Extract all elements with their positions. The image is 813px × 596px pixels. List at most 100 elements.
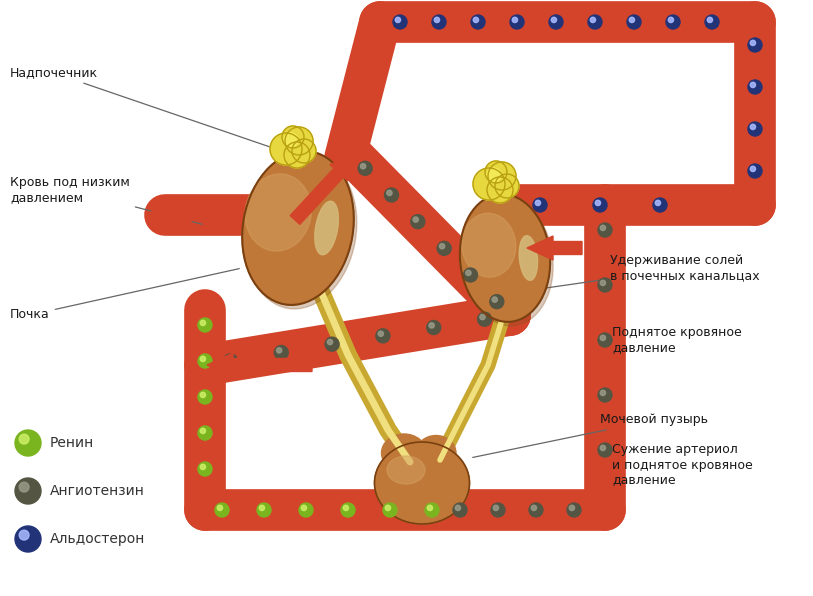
Circle shape [598,388,612,402]
Circle shape [600,445,606,451]
Circle shape [198,426,212,440]
Circle shape [453,503,467,517]
Circle shape [600,280,606,285]
Circle shape [531,505,537,511]
Circle shape [259,505,264,511]
Polygon shape [527,236,582,260]
Circle shape [510,15,524,29]
Circle shape [413,217,419,222]
Circle shape [491,503,505,517]
Circle shape [705,15,719,29]
Text: Ренин: Ренин [50,436,94,450]
Ellipse shape [520,235,537,280]
Circle shape [666,15,680,29]
Circle shape [567,503,581,517]
Circle shape [274,346,289,359]
Circle shape [600,225,606,231]
Ellipse shape [246,155,357,309]
Circle shape [15,430,41,456]
Circle shape [533,198,547,212]
Circle shape [270,133,302,165]
Circle shape [427,321,441,334]
Circle shape [198,390,212,404]
Text: Сужение артериол
и поднятое кровяное
давление: Сужение артериол и поднятое кровяное дав… [612,443,753,486]
Circle shape [425,503,439,517]
Circle shape [455,505,460,511]
Circle shape [598,223,612,237]
Circle shape [590,17,596,23]
Circle shape [343,505,349,511]
Polygon shape [152,203,204,227]
Ellipse shape [416,436,456,470]
Circle shape [378,331,384,336]
Circle shape [595,200,601,206]
Polygon shape [290,155,355,225]
Circle shape [551,17,557,23]
Circle shape [748,38,762,52]
Circle shape [385,188,398,202]
Ellipse shape [387,456,425,484]
Circle shape [198,462,212,476]
Ellipse shape [245,174,311,251]
Circle shape [490,294,504,309]
Circle shape [627,15,641,29]
Circle shape [434,17,440,23]
Circle shape [748,164,762,178]
Circle shape [477,312,492,326]
Circle shape [15,478,41,504]
Ellipse shape [462,213,515,277]
Circle shape [200,392,206,398]
Circle shape [529,503,543,517]
Circle shape [200,429,206,433]
Text: Надпочечник: Надпочечник [10,67,271,147]
Circle shape [750,82,755,88]
Circle shape [200,356,206,362]
Circle shape [302,505,307,511]
Circle shape [488,162,516,190]
Circle shape [328,339,333,344]
Circle shape [487,168,501,182]
Circle shape [299,503,313,517]
Text: Кровь под низким
давлением: Кровь под низким давлением [10,176,202,224]
Text: Альдостерон: Альдостерон [50,532,146,546]
Ellipse shape [375,442,469,524]
Circle shape [376,329,390,343]
Circle shape [395,17,401,23]
Circle shape [480,315,485,319]
Circle shape [466,270,471,275]
Circle shape [284,133,298,147]
Circle shape [748,122,762,136]
Circle shape [668,17,673,23]
Circle shape [20,482,29,492]
Circle shape [292,139,316,163]
Ellipse shape [463,198,553,326]
Circle shape [512,17,518,23]
Circle shape [471,15,485,29]
Circle shape [411,215,425,229]
Circle shape [325,337,339,351]
Ellipse shape [460,194,550,322]
Circle shape [569,505,575,511]
Circle shape [707,17,712,23]
Circle shape [15,526,41,552]
Circle shape [359,162,372,175]
Circle shape [198,318,212,332]
Circle shape [393,15,407,29]
Circle shape [487,177,513,203]
Text: Поднятое кровяное
давление: Поднятое кровяное давление [612,326,741,354]
Circle shape [593,198,607,212]
Circle shape [629,17,635,23]
Circle shape [750,124,755,129]
Circle shape [600,390,606,396]
Circle shape [750,166,755,172]
Circle shape [600,335,606,340]
Ellipse shape [242,151,354,305]
Circle shape [276,347,282,353]
Text: Ангиотензин: Ангиотензин [50,484,145,498]
Circle shape [473,17,479,23]
Circle shape [492,297,498,302]
Circle shape [383,503,397,517]
Circle shape [535,200,541,206]
Circle shape [285,127,313,155]
Circle shape [385,505,390,511]
